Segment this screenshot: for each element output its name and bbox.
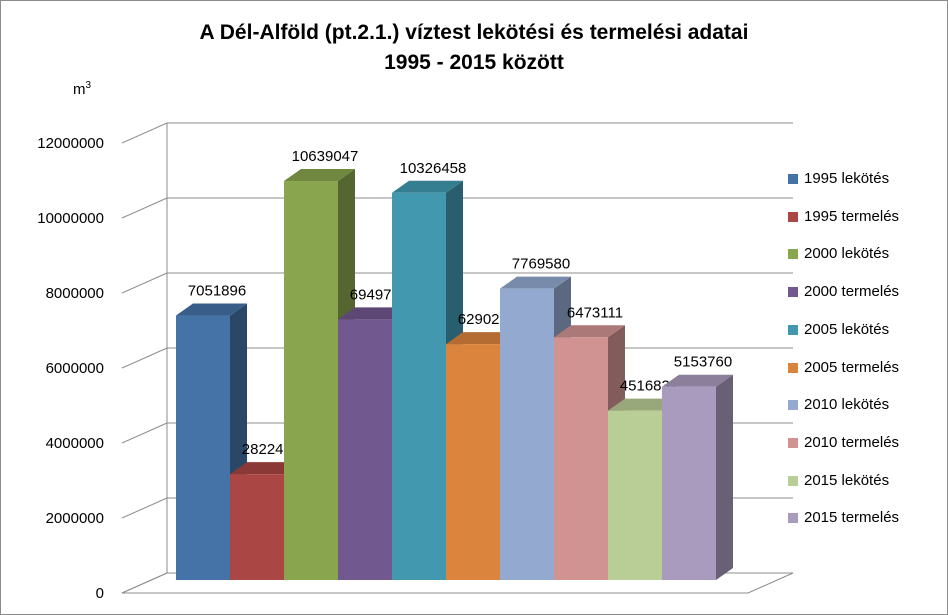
legend-label: 1995 lekötés xyxy=(804,170,890,187)
bar-top xyxy=(662,374,733,387)
legend-label: 2000 lekötés xyxy=(804,245,890,263)
legend-swatch xyxy=(788,362,798,373)
chart-title-line1: A Dél-Alföld (pt.2.1.) víztest lekötési … xyxy=(199,21,749,44)
legend-label: 1995 termelés xyxy=(804,207,900,225)
legend-label: 2015 termelés xyxy=(804,509,900,527)
bar-top xyxy=(284,169,355,182)
legend-swatch xyxy=(788,475,798,486)
bar-value-label: 7769580 xyxy=(512,256,570,273)
bar-top xyxy=(608,398,679,411)
legend-label: 2010 lekötés xyxy=(804,396,890,414)
legend-label: 2015 lekötés xyxy=(804,471,890,489)
bar-value-label: 10639047 xyxy=(292,148,359,165)
legend-swatch xyxy=(788,174,798,184)
bar-top xyxy=(554,325,625,338)
bar-value-label: 10326458 xyxy=(400,160,467,177)
y-axis-unit-label: m3 xyxy=(73,80,91,98)
y-tick-label: 2000000 xyxy=(46,510,104,527)
gridline-side xyxy=(121,272,168,294)
legend-swatch xyxy=(788,513,798,524)
bar xyxy=(176,315,230,580)
y-tick-label: 8000000 xyxy=(46,285,104,302)
y-axis-unit-text: m xyxy=(73,81,86,98)
bar-top xyxy=(338,307,409,320)
bar xyxy=(500,288,554,580)
y-tick-label: 4000000 xyxy=(46,435,104,452)
legend-swatch xyxy=(788,437,798,448)
y-tick-label: 0 xyxy=(96,585,104,602)
bar xyxy=(446,344,500,580)
bar-top xyxy=(230,462,301,475)
bar-value-label: 6473111 xyxy=(567,304,623,321)
bar xyxy=(230,474,284,580)
bar-top xyxy=(392,180,463,193)
bar-top xyxy=(176,303,247,316)
legend-label: 2000 termelés xyxy=(804,283,900,301)
bar xyxy=(392,192,446,581)
bar-value-label: 5153760 xyxy=(674,354,732,371)
legend-swatch xyxy=(788,287,798,298)
bar xyxy=(608,410,662,580)
y-axis-unit-superscript: 3 xyxy=(85,80,92,91)
bar-side xyxy=(716,374,733,580)
legend-swatch xyxy=(788,249,798,260)
chart-floor xyxy=(121,572,794,594)
gridline-side xyxy=(121,122,168,144)
gridline-side xyxy=(121,497,168,519)
y-tick-label: 12000000 xyxy=(37,135,104,152)
legend-label: 2005 lekötés xyxy=(804,320,890,338)
legend-swatch xyxy=(788,400,798,411)
bar xyxy=(284,181,338,580)
legend-swatch xyxy=(788,324,798,335)
gridline-side xyxy=(121,347,168,369)
legend-label: 2005 termelés xyxy=(804,358,900,376)
bar xyxy=(338,319,392,580)
bar xyxy=(662,386,716,580)
bar xyxy=(554,337,608,580)
y-tick-label: 6000000 xyxy=(46,360,104,377)
y-tick-label: 10000000 xyxy=(37,210,104,227)
chart-title-line2: 1995 - 2015 között xyxy=(384,51,564,74)
bar-top xyxy=(500,276,571,289)
gridline-side xyxy=(121,197,168,219)
legend-swatch xyxy=(788,211,798,222)
bar-value-label: 7051896 xyxy=(188,283,246,300)
legend-label: 2010 termelés xyxy=(804,433,900,451)
bar-top xyxy=(446,332,517,345)
gridline-side xyxy=(121,422,168,444)
